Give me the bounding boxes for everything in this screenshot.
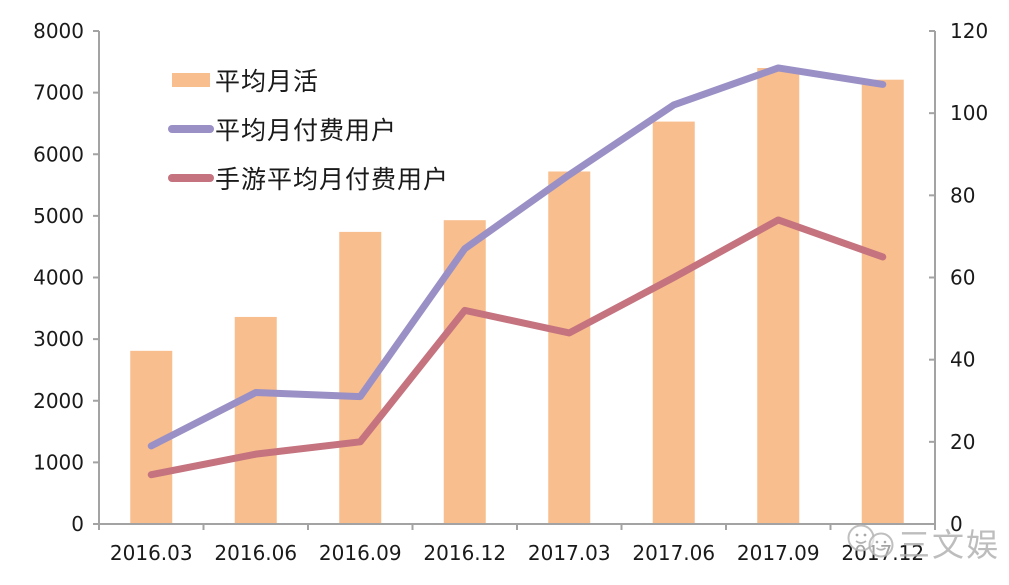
right-axis-tick-label: 20: [950, 430, 975, 454]
bar-2017.12: [861, 79, 904, 524]
legend-label-avg-mau: 平均月活: [215, 67, 320, 96]
legend-bar-swatch-icon: [172, 73, 210, 87]
right-axis-tick-label: 0: [950, 512, 963, 536]
x-axis-category-label: 2016.06: [214, 541, 297, 565]
left-axis-tick-label: 2000: [33, 389, 84, 413]
left-axis-tick-label: 6000: [33, 142, 84, 166]
right-axis-tick-label: 60: [950, 266, 975, 290]
right-axis-tick-label: 40: [950, 348, 975, 372]
watermark: 三文娱: [846, 520, 1000, 566]
x-axis-category-label: 2016.09: [319, 541, 402, 565]
left-axis-tick-label: 3000: [33, 327, 84, 351]
right-axis-tick-label: 120: [950, 19, 988, 43]
bar-2017.03: [548, 171, 591, 524]
bar-2017.06: [652, 121, 695, 525]
bar-2016.06: [234, 316, 277, 524]
legend-item-avg-paying-users: 平均月付费用户: [168, 113, 449, 145]
right-axis-tick-label: 100: [950, 101, 988, 125]
legend-line-swatch-icon: [168, 174, 214, 182]
bar-2017.09: [757, 67, 800, 524]
x-axis-category-label: 2017.03: [528, 541, 611, 565]
left-axis-tick-label: 5000: [33, 204, 84, 228]
legend-item-mobile-paying-users: 手游平均月付费用户: [168, 162, 449, 194]
legend-item-avg-mau: 平均月活: [168, 64, 449, 96]
left-axis-tick-label: 8000: [33, 19, 84, 43]
legend-line-swatch-icon: [168, 125, 214, 133]
line-手游平均月付费用户: [147, 216, 887, 479]
x-axis-category-label: 2016.03: [110, 541, 193, 565]
watermark-text: 三文娱: [898, 526, 1001, 564]
chart-legend: 平均月活 平均月付费用户 手游平均月付费用户: [168, 64, 449, 211]
watermark-logo-icon: [847, 524, 894, 558]
line-平均月付费用户: [147, 64, 887, 450]
left-axis-tick-label: 0: [71, 512, 84, 536]
legend-label-avg-paying-users: 平均月付费用户: [215, 116, 398, 145]
x-axis-category-label: 2017.09: [737, 541, 820, 565]
left-axis-tick-label: 4000: [33, 266, 84, 290]
left-axis-tick-label: 7000: [33, 81, 84, 105]
x-axis-category-label: 2016.12: [423, 541, 506, 565]
right-axis-tick-label: 80: [950, 183, 975, 207]
x-axis-category-label: 2017.06: [632, 541, 715, 565]
left-axis-tick-label: 1000: [33, 450, 84, 474]
legend-label-mobile-paying-users: 手游平均月付费用户: [215, 165, 450, 194]
